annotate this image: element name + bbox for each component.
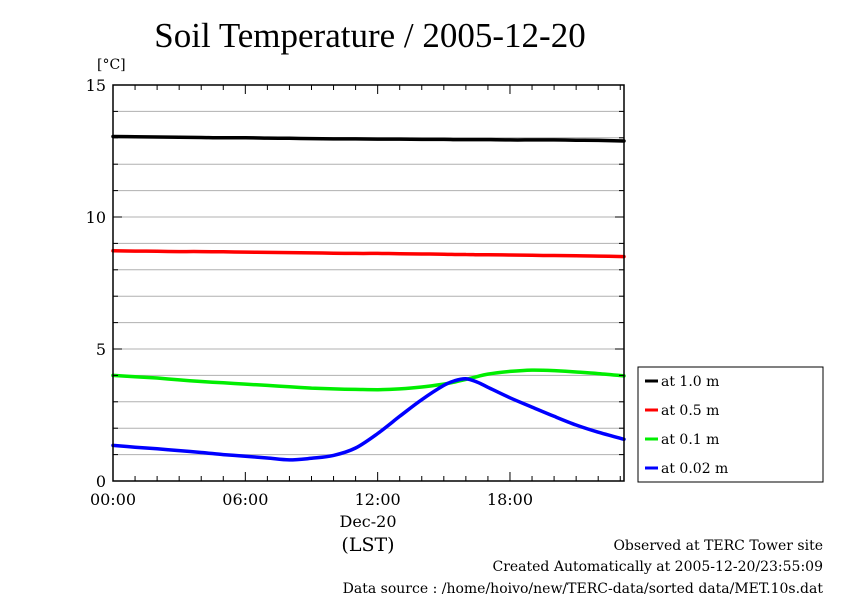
x-tick-label: 12:00 — [355, 490, 401, 509]
series-line-1 — [111, 134, 626, 143]
plot-frame — [112, 84, 625, 482]
legend-label: at 0.5 m — [661, 403, 719, 419]
y-axis-ticks: 0 5 10 15 — [86, 76, 624, 491]
observed-site-note: Observed at TERC Tower site — [613, 538, 823, 554]
y-tick-label: 10 — [86, 208, 106, 227]
x-tick-label: 06:00 — [222, 490, 268, 509]
legend-label: at 0.1 m — [661, 432, 719, 448]
x-axis-ticks: 00:00 06:00 12:00 18:00 — [90, 85, 621, 509]
series-line-3 — [111, 368, 626, 392]
y-tick-label: 15 — [86, 76, 106, 95]
y-tick-label: 0 — [96, 472, 106, 491]
created-timestamp-note: Created Automatically at 2005-12-20/23:5… — [492, 559, 823, 575]
x-axis-label: (LST) — [341, 534, 394, 556]
legend-label: at 0.02 m — [661, 461, 728, 477]
y-tick-label: 5 — [96, 340, 106, 359]
series-line-4 — [111, 377, 626, 462]
date-label: Dec-20 — [339, 512, 396, 531]
legend: at 1.0 m at 0.5 m at 0.1 m at 0.02 m — [645, 374, 728, 477]
x-tick-label: 18:00 — [487, 490, 533, 509]
data-source-note: Data source : /home/hoivo/new/TERC-data/… — [343, 581, 824, 595]
legend-box — [637, 366, 824, 483]
legend-label: at 1.0 m — [661, 374, 719, 390]
y-axis-unit-label: [°C] — [97, 57, 126, 73]
series-line-2 — [111, 249, 626, 259]
grid-lines — [113, 110, 624, 456]
data-series — [111, 134, 626, 462]
x-tick-label: 00:00 — [90, 490, 136, 509]
chart-title: Soil Temperature / 2005-12-20 — [154, 16, 585, 55]
